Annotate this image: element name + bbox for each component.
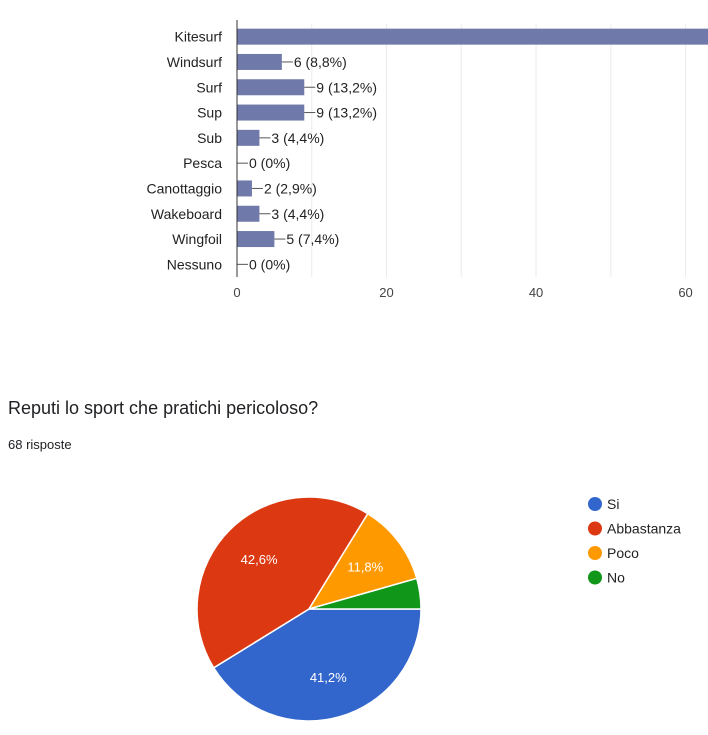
slice-label: 42,6% [241,552,278,567]
data-label: 2 (2,9%) [264,180,317,196]
pie-slice [212,608,422,722]
legend-swatch [588,570,602,585]
pie-slice [196,496,369,669]
x-tick-label: 40 [529,285,543,300]
category-label: Kitesurf [175,29,223,45]
data-label: 9 (13,2%) [316,79,377,95]
category-label: Canottaggio [146,180,222,196]
bar [237,180,252,197]
data-label: 0 (0%) [249,256,290,272]
x-tick-label: 0 [233,285,240,300]
pie-chart-title: Reputi lo sport che pratichi pericoloso? [8,398,319,418]
bar [237,28,708,45]
bar [237,231,275,248]
bar [237,53,282,70]
bar-chart: 0 20 40 60 Kitesurf Windsurf 6 (8,8%) Surf 9 (13… [146,20,708,300]
data-label: 6 (8,8%) [294,54,347,70]
legend-entry: No [607,570,625,586]
legend-swatch [588,521,602,536]
pie-chart: 41,2% 42,6% 11,8% Si Abbastanza Poco No [196,496,681,722]
legend-swatch [588,497,602,511]
category-label: Wingfoil [172,231,222,247]
legend-entry: Si [607,496,619,512]
legend-entry: Poco [607,545,639,561]
bar [237,79,305,96]
data-label: 3 (4,4%) [271,130,324,146]
bar [237,104,305,121]
pie-slice [307,512,418,611]
response-count: 68 risposte [8,437,72,452]
data-label: 0 (0%) [249,155,290,171]
pie-slice [308,577,422,610]
bar [237,205,260,222]
category-label: Wakeboard [151,206,222,222]
data-label: 5 (7,4%) [286,231,339,247]
slice-label: 41,2% [310,670,347,685]
data-label: 3 (4,4%) [271,206,324,222]
category-label: Windsurf [167,54,222,70]
category-label: Pesca [183,155,222,171]
slice-label: 11,8% [347,559,383,574]
category-label: Sub [197,130,222,146]
category-label: Nessuno [167,256,222,272]
data-label: 9 (13,2%) [316,105,377,121]
x-tick-label: 20 [379,285,393,300]
legend-entry: Abbastanza [607,521,681,537]
legend-swatch [588,546,602,560]
category-label: Surf [196,79,222,95]
x-tick-label: 60 [678,285,692,300]
category-label: Sup [197,105,222,121]
bar [237,129,260,146]
